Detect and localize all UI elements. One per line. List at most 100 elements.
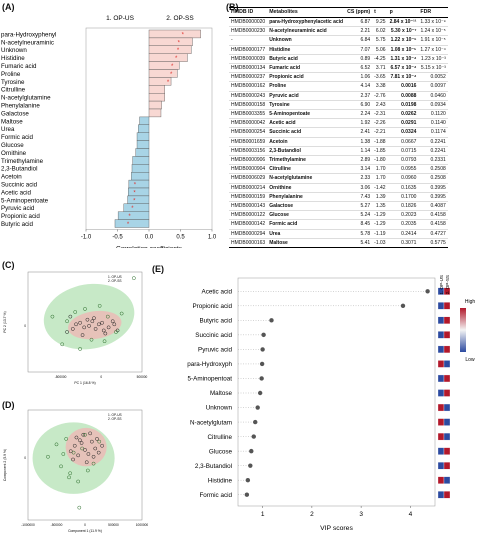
- category-label: Histidine: [1, 55, 25, 62]
- table-cell: -3.65: [372, 72, 388, 83]
- table-cell: 0.2241: [418, 146, 448, 157]
- table-cell: 0.0291: [387, 118, 419, 129]
- table-row: HMDB0001659 Acetoin 1.38 -1.88 0.0667 0.2241: [229, 137, 448, 147]
- table-cell: 1.70: [372, 173, 388, 184]
- data-point: [83, 307, 87, 311]
- data-point: [89, 337, 94, 342]
- heat-cell: [443, 476, 451, 484]
- panel-label-e: (E): [152, 264, 164, 274]
- table-row: HMDB0000237 Propionic acid 1.06 -3.65 7.81 x…: [229, 72, 448, 83]
- bar: [148, 45, 192, 54]
- legend-label-2: 2. OP-SS: [108, 417, 121, 421]
- table-cell: Unknown: [267, 35, 346, 46]
- data-point: [87, 323, 91, 328]
- table-row: HMDB0000254 Succinic acid 2.41 -2.21 0.0324 0…: [229, 127, 448, 138]
- heat-cell: [437, 476, 445, 484]
- table-cell: Trimethylamine: [267, 155, 346, 166]
- table-cell: 1.38: [345, 137, 373, 147]
- table-cell: 0.3995: [418, 183, 448, 193]
- data-point: [68, 449, 73, 454]
- bar: [131, 171, 150, 181]
- table-cell: 3.06: [345, 183, 373, 193]
- x-tick-label: 2: [310, 511, 314, 518]
- table-cell: 1.33 x 10⁻⁹: [418, 17, 448, 28]
- table-cell: -1.85: [372, 146, 388, 157]
- scale-high-label: High: [465, 299, 476, 305]
- table-cell: -1.29: [372, 219, 388, 230]
- bar: [128, 187, 150, 197]
- table-cell: 1.92: [345, 118, 373, 129]
- vip-point: [259, 361, 265, 367]
- category-label: N-acetylneuraminic: [1, 39, 54, 46]
- significance-star: *: [167, 80, 170, 86]
- table-cell: HMDB0000020: [229, 17, 268, 28]
- table-cell: 1.22 x 10⁻⁶: [387, 35, 419, 46]
- bar: [135, 148, 150, 157]
- table-row: HMDB0000042 Acetic acid 1.92 -2.26 0.0291 0.1…: [229, 118, 448, 129]
- bar: [117, 211, 150, 220]
- metabolite-label: N-acetylglutam: [190, 419, 232, 426]
- table-cell: 0.1635: [387, 183, 419, 193]
- table-cell: 0.0715: [387, 146, 419, 157]
- table-row: HMDB0000162 Proline 4.14 3.38 0.0016 0.0097: [229, 81, 448, 92]
- data-point: [102, 339, 107, 344]
- table-cell: 1.70: [372, 164, 388, 175]
- table-cell: 0.3995: [418, 192, 448, 203]
- table-cell: -2.31: [372, 109, 388, 120]
- table-cell: 5.41: [345, 238, 373, 249]
- heat-cell: [443, 432, 451, 441]
- bar: [148, 37, 193, 47]
- vip-point: [400, 303, 406, 308]
- table-cell: 1.27 x 10⁻⁴: [418, 45, 448, 55]
- data-point: [95, 437, 99, 441]
- category-label: Unknown: [1, 47, 27, 54]
- table-cell: HMDB0000177: [229, 45, 268, 55]
- bar: [132, 156, 150, 165]
- heat-cell: [437, 331, 445, 339]
- metabolite-label: Butyric acid: [199, 318, 232, 325]
- data-point: [64, 437, 69, 441]
- data-point: [96, 322, 101, 327]
- table-cell: 0.0097: [418, 81, 448, 92]
- table-cell: 0.0460: [418, 91, 448, 101]
- x-tick-label: 1000000: [136, 523, 149, 527]
- vip-point: [249, 448, 254, 454]
- table-cell: Acetic acid: [267, 118, 346, 129]
- table-cell: HMDB0000162: [229, 81, 268, 92]
- table-cell: 0.0934: [418, 100, 448, 111]
- table-cell: 7.81 x 10⁻⁴: [387, 72, 419, 83]
- data-point: [91, 454, 96, 459]
- x-tick-label: -500000: [51, 523, 63, 527]
- table-cell: 3.38: [372, 81, 388, 92]
- table-cell: N-acetylglutamine: [267, 173, 346, 184]
- data-point: [74, 435, 79, 440]
- significance-star: *: [178, 40, 181, 46]
- table-cell: 1.39: [372, 192, 388, 203]
- table-row: HMDB0000904 Citrulline 3.14 1.70 0.0955 0.250…: [229, 164, 448, 175]
- x-tick-label: 0: [100, 375, 102, 379]
- table-cell: Succinic acid: [267, 127, 346, 138]
- bar: [148, 29, 201, 39]
- bar: [123, 203, 150, 212]
- metabolite-label: 5-Aminopentoat: [188, 376, 233, 383]
- significance-star: *: [171, 64, 174, 70]
- table-row: HMDB0000020 para-Hydroxyphenylacetic acid…: [229, 17, 448, 28]
- table-cell: 5.78: [345, 229, 373, 239]
- table-cell: 0.1826: [387, 201, 419, 212]
- category-label: Acetoin: [1, 174, 22, 181]
- bar: [148, 100, 162, 110]
- data-point: [59, 464, 63, 469]
- significance-star: *: [133, 198, 136, 204]
- table-cell: -2.26: [372, 118, 388, 129]
- bar: [128, 179, 150, 189]
- table-cell: Urea: [267, 229, 346, 239]
- table-cell: 0.4727: [418, 229, 448, 239]
- table-cell: 6.84: [345, 35, 373, 46]
- significance-star: *: [131, 206, 134, 212]
- table-row: HMDB0003355 5-Aminopentoate 2.24 -2.31 0.026…: [229, 109, 448, 120]
- table-cell: HMDB0000254: [229, 127, 268, 138]
- category-label: Propionic acid: [1, 213, 40, 220]
- table-cell: Proline: [267, 81, 346, 92]
- data-point: [82, 325, 87, 330]
- category-label: N-acetylglutamine: [1, 95, 51, 102]
